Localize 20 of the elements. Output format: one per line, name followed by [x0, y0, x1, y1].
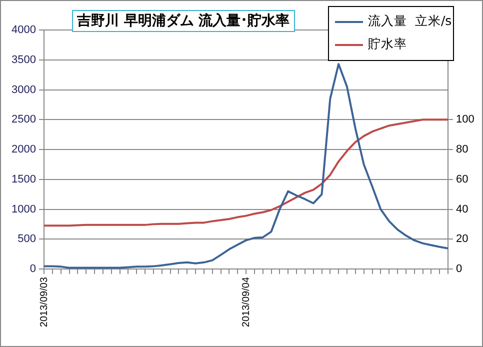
- y-tick-label: 2500: [12, 114, 36, 126]
- y2-tick-label: 0: [456, 263, 462, 276]
- y2-tick-label: 40: [456, 203, 468, 216]
- legend-label: 貯水率: [368, 36, 407, 53]
- y2-tick-label: 20: [456, 233, 468, 246]
- y-tick-label: 1500: [12, 173, 36, 186]
- chart-title: 吉野川 早明浦ダム 流入量･貯水率: [72, 10, 295, 32]
- y-tick-label: 1000: [12, 203, 36, 216]
- y2-tick-label: 100: [456, 114, 474, 126]
- y2-tick-label: 60: [456, 173, 468, 186]
- x-tick-label: 2013/09/04: [240, 276, 252, 328]
- y-tick-label: 0: [30, 263, 36, 276]
- y2-tick-label: 80: [456, 144, 468, 156]
- x-tick-label: 2013/09/03: [38, 276, 50, 328]
- y-tick-label: 3500: [12, 54, 36, 66]
- y-tick-label: 500: [18, 233, 36, 246]
- legend-label: 流入量 立米/s: [368, 13, 452, 30]
- y-tick-label: 3000: [12, 84, 36, 96]
- y-tick-label: 4000: [12, 24, 36, 36]
- y-tick-label: 2000: [12, 144, 36, 156]
